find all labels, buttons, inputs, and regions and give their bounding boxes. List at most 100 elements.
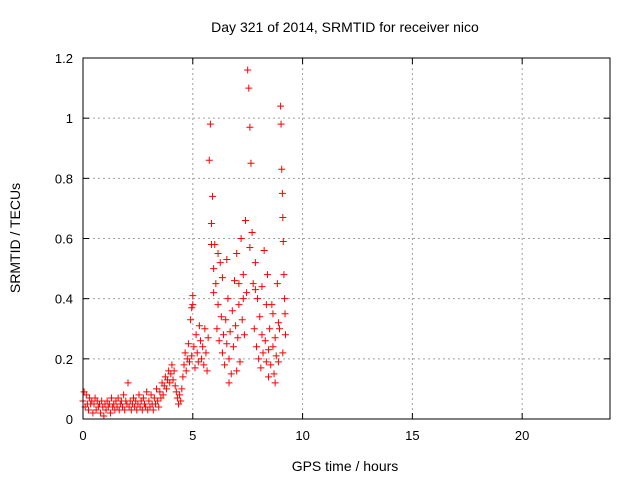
- data-point: [182, 367, 190, 375]
- data-point: [189, 301, 197, 309]
- data-point: [167, 370, 175, 378]
- data-point: [149, 406, 157, 414]
- data-point: [106, 409, 114, 417]
- data-point: [247, 159, 255, 167]
- data-point: [250, 325, 258, 333]
- data-point: [124, 379, 132, 387]
- data-point: [276, 325, 284, 333]
- x-tick-label: 15: [405, 428, 419, 443]
- data-point: [187, 316, 195, 324]
- data-point: [240, 331, 248, 339]
- data-point: [239, 295, 247, 303]
- data-point: [139, 394, 147, 402]
- data-point: [222, 316, 230, 324]
- data-point: [232, 322, 240, 330]
- x-axis-label: GPS time / hours: [292, 458, 399, 474]
- y-tick-label: 0: [66, 412, 73, 427]
- data-point: [207, 241, 215, 249]
- data-point: [258, 331, 266, 339]
- data-point: [180, 361, 188, 369]
- data-point: [279, 213, 287, 221]
- data-point: [212, 280, 220, 288]
- data-point: [201, 325, 209, 333]
- data-point: [154, 397, 162, 405]
- data-point: [204, 334, 212, 342]
- data-point: [190, 343, 198, 351]
- y-tick-label: 1: [66, 111, 73, 126]
- data-point: [265, 346, 273, 354]
- data-point: [277, 102, 285, 110]
- data-point: [251, 286, 259, 294]
- data-point: [108, 394, 116, 402]
- data-point: [279, 238, 287, 246]
- data-point: [255, 355, 263, 363]
- data-point: [223, 340, 231, 348]
- data-point: [169, 376, 177, 384]
- data-point: [234, 334, 242, 342]
- data-point: [168, 361, 176, 369]
- data-point: [159, 391, 167, 399]
- data-point: [170, 367, 178, 375]
- data-point: [166, 379, 174, 387]
- data-point: [274, 358, 282, 366]
- data-point: [100, 412, 108, 420]
- y-tick-label: 0.4: [55, 292, 73, 307]
- grid-lines: [83, 58, 610, 419]
- data-point: [176, 391, 184, 399]
- data-point: [239, 271, 247, 279]
- data-point: [249, 280, 257, 288]
- data-point: [248, 228, 256, 236]
- plot-frame: [82, 57, 611, 420]
- data-point: [114, 394, 122, 402]
- data-point: [271, 379, 279, 387]
- data-point: [259, 349, 267, 357]
- data-point: [207, 219, 215, 227]
- data-point: [262, 301, 270, 309]
- data-point: [261, 337, 269, 345]
- x-tick-label: 0: [79, 428, 86, 443]
- data-point: [266, 325, 274, 333]
- data-point: [84, 406, 92, 414]
- data-point: [238, 316, 246, 324]
- data-point: [236, 358, 244, 366]
- data-point: [150, 394, 158, 402]
- data-point: [279, 349, 287, 357]
- data-point: [203, 367, 211, 375]
- y-tick-label: 0.6: [55, 232, 73, 247]
- data-point: [153, 385, 161, 393]
- data-point: [194, 358, 202, 366]
- data-point: [198, 355, 206, 363]
- data-point: [213, 325, 221, 333]
- data-point: [233, 250, 241, 258]
- data-point: [278, 189, 286, 197]
- data-point: [185, 358, 193, 366]
- data-point: [254, 295, 262, 303]
- data-point: [256, 313, 264, 321]
- x-tick-label: 10: [295, 428, 309, 443]
- data-point: [195, 322, 203, 330]
- data-point: [177, 397, 185, 405]
- data-point: [184, 340, 192, 348]
- x-tick-label: 20: [515, 428, 529, 443]
- data-point: [245, 84, 253, 92]
- data-point: [229, 343, 237, 351]
- data-point: [246, 244, 254, 252]
- data-point: [241, 216, 249, 224]
- data-point: [274, 319, 282, 327]
- data-point: [188, 304, 196, 312]
- data-point: [277, 120, 285, 128]
- data-point: [226, 328, 234, 336]
- x-tick-label: 5: [189, 428, 196, 443]
- data-point: [271, 334, 279, 342]
- y-tick-label: 0.8: [55, 171, 73, 186]
- data-point: [278, 165, 286, 173]
- data-point: [273, 280, 281, 288]
- data-point: [231, 277, 239, 285]
- data-point: [225, 355, 233, 363]
- data-point: [171, 382, 179, 390]
- data-point: [246, 123, 254, 131]
- data-point: [262, 358, 270, 366]
- data-point: [82, 391, 90, 399]
- data-point: [140, 400, 148, 408]
